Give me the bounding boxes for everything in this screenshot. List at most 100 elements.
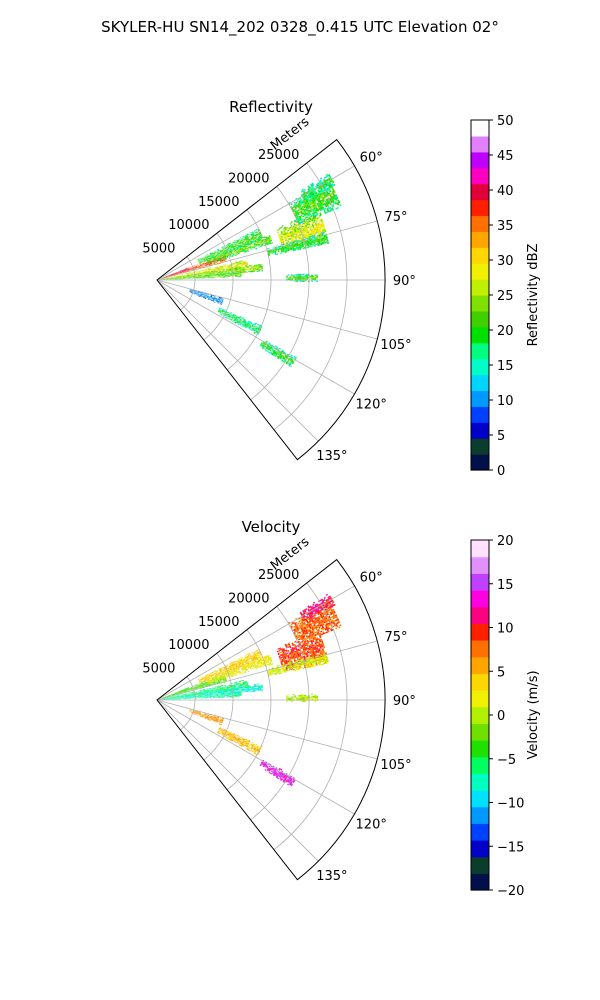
- echo-bin: [165, 276, 168, 277]
- echo-bin: [218, 263, 221, 265]
- echo-bin: [207, 271, 210, 273]
- echo-bin: [213, 269, 216, 271]
- echo-bin: [207, 265, 209, 266]
- echo-bin: [194, 267, 196, 269]
- echo-bin: [175, 272, 177, 274]
- echo-bin: [207, 271, 210, 273]
- echo-bin: [315, 220, 318, 223]
- echo-bin: [205, 270, 207, 272]
- echo-bin: [206, 273, 208, 274]
- echo-bin: [294, 274, 297, 276]
- echo-bin: [188, 273, 191, 275]
- echo-bin: [287, 274, 290, 276]
- echo-bin: [202, 273, 205, 274]
- echo-bin: [177, 275, 179, 276]
- echo-bin: [193, 266, 196, 267]
- echo-bin: [196, 276, 198, 277]
- echo-bin: [196, 264, 199, 266]
- echo-bin: [222, 271, 225, 272]
- echo-bin: [227, 272, 230, 274]
- echo-bin: [241, 268, 243, 270]
- echo-bin: [229, 268, 231, 270]
- echo-bin: [241, 264, 244, 266]
- echo-bin: [192, 273, 194, 275]
- echo-bin: [214, 250, 216, 252]
- echo-bin: [208, 263, 211, 265]
- colorbar-tick-label: 20: [497, 324, 514, 339]
- echo-bin: [204, 274, 207, 275]
- echo-bin: [191, 269, 193, 271]
- echo-bin: [172, 273, 174, 275]
- echo-bin: [219, 269, 221, 271]
- echo-bin: [244, 269, 247, 270]
- echo-bin: [183, 275, 186, 276]
- echo-bin: [175, 276, 178, 277]
- echo-bin: [171, 274, 174, 276]
- echo-bin: [243, 271, 245, 273]
- echo-bin: [172, 273, 174, 275]
- echo-bin: [199, 273, 202, 274]
- echo-bin: [259, 267, 262, 269]
- echo-bin: [190, 268, 193, 270]
- echo-bin: [184, 268, 186, 270]
- echo-bin: [244, 262, 247, 264]
- echo-bin: [178, 275, 181, 277]
- echo-bin: [176, 272, 179, 273]
- echo-bin: [229, 270, 232, 272]
- echo-bin: [250, 266, 253, 267]
- echo-bin: [247, 250, 250, 253]
- echo-bin: [191, 276, 193, 277]
- echo-bin: [216, 275, 219, 276]
- echo-bin: [187, 269, 190, 271]
- echo-bin: [241, 270, 243, 272]
- echo-bin: [222, 269, 225, 270]
- echo-bin: [229, 273, 232, 275]
- echo-bin: [213, 269, 215, 270]
- echo-bin: [246, 262, 248, 264]
- echo-bin: [242, 261, 245, 263]
- echo-bin: [234, 270, 237, 272]
- echo-bin: [235, 240, 237, 242]
- echo-bin: [310, 245, 313, 248]
- echo-bin: [311, 275, 313, 278]
- echo-bin: [247, 269, 250, 271]
- echo-bin: [181, 271, 183, 273]
- echo-bin: [179, 272, 182, 273]
- echo-bin: [195, 266, 197, 267]
- angle-tick-label: 105°: [380, 338, 411, 353]
- echo-bin: [234, 263, 237, 265]
- echo-bin: [190, 272, 192, 273]
- echo-bin: [236, 270, 238, 272]
- echo-bin: [201, 275, 203, 276]
- echo-bin: [244, 271, 247, 273]
- echo-bin: [203, 273, 205, 275]
- echo-bin: [186, 270, 188, 272]
- echo-bin: [206, 275, 209, 276]
- echo-bin: [216, 277, 219, 278]
- echo-bin: [239, 264, 242, 265]
- echo-bin: [182, 268, 185, 270]
- echo-bin: [198, 276, 200, 277]
- echo-bin: [209, 262, 212, 264]
- echo-bin: [226, 269, 228, 271]
- echo-bin: [203, 277, 205, 278]
- echo-bin: [239, 269, 242, 271]
- echo-bin: [236, 265, 239, 267]
- echo-bin: [205, 263, 207, 265]
- echo-bin: [213, 262, 216, 264]
- echo-bin: [214, 260, 217, 262]
- echo-bin: [210, 270, 212, 272]
- echo-bin: [279, 252, 282, 254]
- echo-bin: [223, 274, 225, 276]
- echo-bin: [221, 277, 224, 278]
- echo-bin: [173, 273, 176, 275]
- echo-bin: [296, 274, 298, 276]
- echo-bin: [198, 271, 201, 273]
- echo-bin: [255, 228, 258, 231]
- echo-bin: [209, 273, 212, 274]
- echo-bin: [250, 322, 253, 325]
- echo-bin: [210, 270, 212, 272]
- echo-bin: [177, 275, 179, 276]
- echo-bin: [178, 271, 180, 272]
- echo-bin: [215, 261, 217, 263]
